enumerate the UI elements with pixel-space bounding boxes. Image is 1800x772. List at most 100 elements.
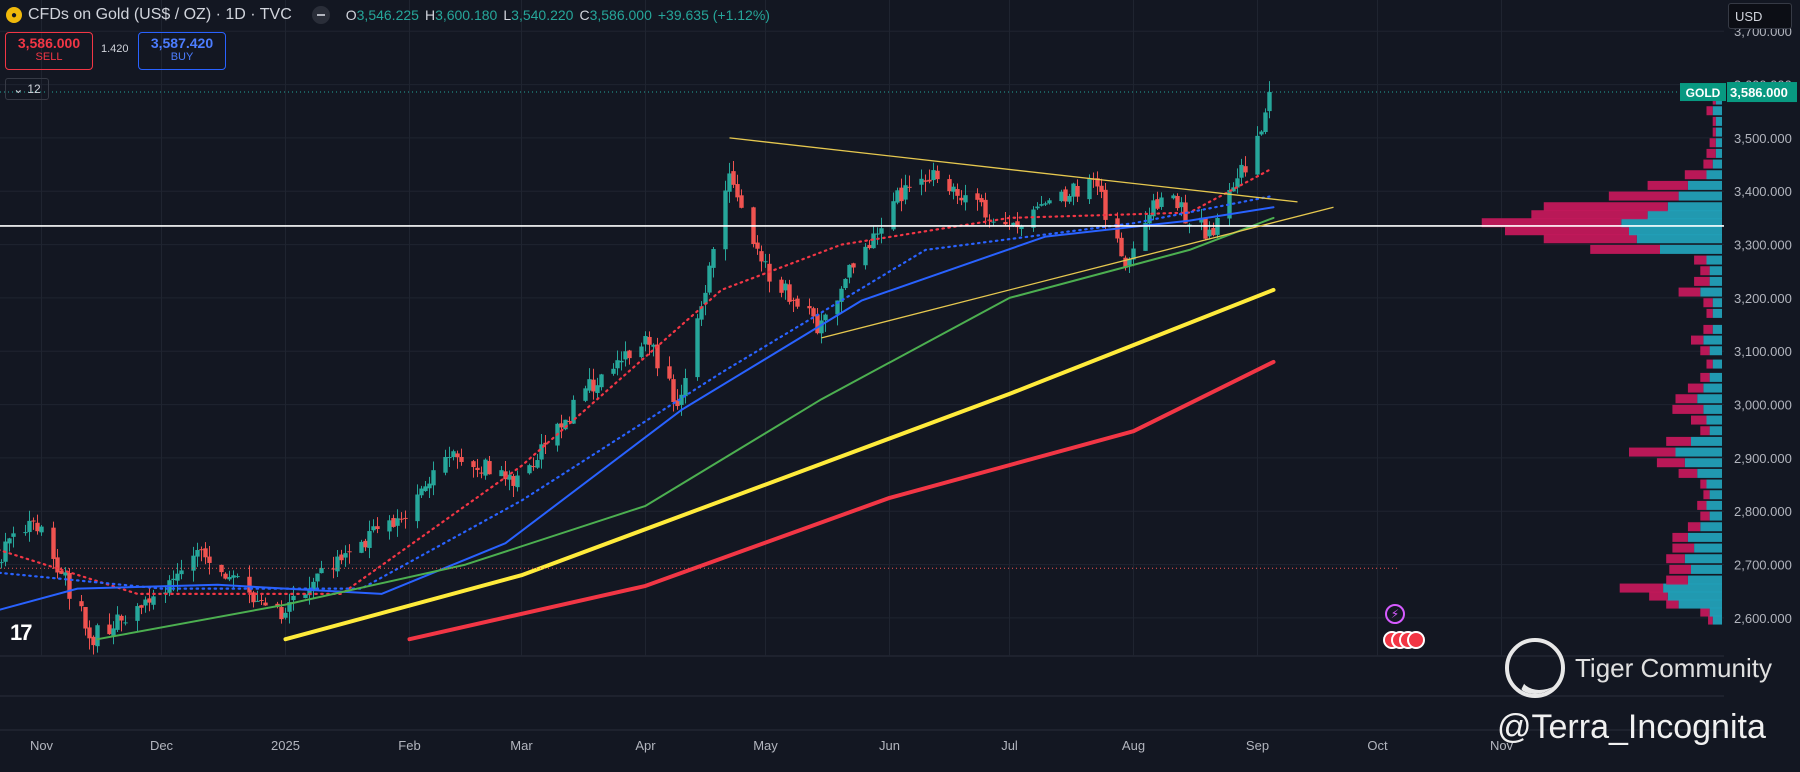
volume-profile-up-bar	[1675, 447, 1722, 457]
volume-profile-up-bar	[1678, 599, 1722, 609]
time-tick-label: Jul	[1001, 738, 1018, 753]
currency-select[interactable]: USD	[1728, 3, 1792, 29]
volume-profile-down-bar	[1706, 148, 1716, 158]
flash-icon[interactable]: ⚡	[1385, 604, 1405, 624]
candle-body	[39, 526, 44, 533]
symbol-title[interactable]: CFDs on Gold (US$ / OZ) · 1D · TVC	[28, 6, 292, 23]
price-tick-label: 3,500.000	[1734, 131, 1792, 146]
change-value: +39.635 (+1.12%)	[657, 7, 770, 23]
volume-profile-down-bar	[1691, 335, 1704, 345]
indicators-toggle[interactable]: ⌄ 12	[5, 78, 49, 100]
candle-body	[371, 526, 376, 531]
candle-body	[311, 581, 316, 590]
candle-body	[451, 451, 456, 458]
candle-body	[1203, 217, 1208, 239]
candle-body	[1011, 222, 1016, 227]
open-value: 3,546.225	[356, 7, 419, 23]
volume-profile-up-bar	[1629, 226, 1722, 236]
candle-body	[835, 300, 840, 315]
buy-button[interactable]: 3,587.420 BUY	[138, 32, 226, 70]
volume-profile-up-bar	[1647, 210, 1722, 220]
candle-body	[459, 456, 464, 462]
volume-profile-up-bar	[1706, 255, 1722, 265]
candle-body	[223, 573, 228, 579]
volume-profile-down-bar	[1708, 615, 1713, 625]
candle-body	[667, 366, 672, 379]
candle-body	[1035, 206, 1040, 209]
candle-body	[303, 594, 308, 599]
candle-body	[219, 564, 224, 573]
candle-body	[587, 379, 592, 391]
candle-body	[979, 198, 984, 203]
buy-price: 3,587.420	[150, 35, 214, 51]
volume-profile-down-bar	[1709, 138, 1716, 148]
candle-body	[1147, 214, 1152, 224]
volume-profile-down-bar	[1700, 372, 1710, 382]
volume-profile-down-bar	[1656, 458, 1685, 468]
candle-body	[535, 460, 540, 468]
volume-profile-down-bar	[1703, 490, 1710, 500]
gold-coin-icon: ●	[6, 7, 22, 23]
candle-body	[147, 598, 152, 603]
candle-body	[1235, 178, 1240, 188]
candle-body	[1127, 258, 1132, 266]
volume-profile-down-bar	[1694, 276, 1710, 286]
candle-body	[643, 336, 648, 345]
candle-body	[1019, 226, 1024, 230]
volume-profile-down-bar	[1590, 244, 1660, 254]
volume-profile-up-bar	[1700, 287, 1722, 297]
volume-profile-up-bar	[1709, 490, 1722, 500]
candle-body	[191, 555, 196, 571]
volume-profile-down-bar	[1700, 346, 1710, 356]
candle-body	[339, 554, 344, 561]
indicators-count: 12	[27, 82, 41, 96]
buy-label: BUY	[170, 51, 194, 63]
candle-body	[427, 483, 432, 489]
candle-body	[199, 549, 204, 551]
volume-profile-up-bar	[1667, 591, 1722, 601]
author-watermark: @Terra_Incognita	[1497, 708, 1766, 746]
candle-body	[787, 284, 792, 302]
volume-profile-down-bar	[1666, 436, 1691, 446]
candle-body	[1155, 199, 1160, 209]
candle-body	[63, 572, 68, 576]
candle-body	[595, 385, 600, 393]
sell-button[interactable]: 3,586.000 SELL	[5, 32, 93, 70]
candle-body	[403, 517, 408, 519]
trendline	[821, 206, 1334, 339]
volume-profile-up-bar	[1621, 218, 1722, 228]
candle-body	[1099, 185, 1104, 192]
price-tick-label: 2,900.000	[1734, 451, 1792, 466]
candle-body	[839, 288, 844, 302]
time-tick-label: May	[753, 738, 778, 753]
volume-profile-down-bar	[1700, 266, 1710, 276]
hide-indicator-icon[interactable]	[311, 6, 330, 24]
volume-profile-down-bar	[1543, 202, 1668, 212]
volume-profile-down-bar	[1666, 575, 1688, 585]
candle-body	[1175, 195, 1180, 209]
tradingview-logo[interactable]: 17	[10, 620, 33, 645]
candle-body	[11, 533, 16, 537]
price-tick-label: 3,100.000	[1734, 344, 1792, 359]
candle-body	[107, 624, 112, 635]
candle-body	[851, 263, 856, 268]
last-price-label-bg	[1727, 82, 1797, 103]
candle-body	[991, 221, 996, 223]
volume-profile-up-bar	[1712, 308, 1722, 318]
candle-body	[1255, 135, 1260, 175]
candle-body	[419, 488, 424, 496]
time-tick-label: 2025	[271, 738, 300, 753]
volume-profile-down-bar	[1649, 591, 1668, 601]
economic-events[interactable]	[1383, 631, 1425, 649]
volume-profile-up-bar	[1712, 106, 1722, 116]
candle-body	[515, 475, 520, 488]
candle-body	[679, 394, 684, 405]
candle-body	[1199, 217, 1204, 223]
time-tick-label: Nov	[1490, 738, 1514, 753]
candle-body	[171, 578, 176, 580]
candle-body	[291, 595, 296, 601]
candle-body	[1211, 228, 1216, 236]
symbol-header: ● CFDs on Gold (US$ / OZ) · 1D · TVC O3,…	[6, 4, 770, 26]
candle-body	[1059, 191, 1064, 202]
